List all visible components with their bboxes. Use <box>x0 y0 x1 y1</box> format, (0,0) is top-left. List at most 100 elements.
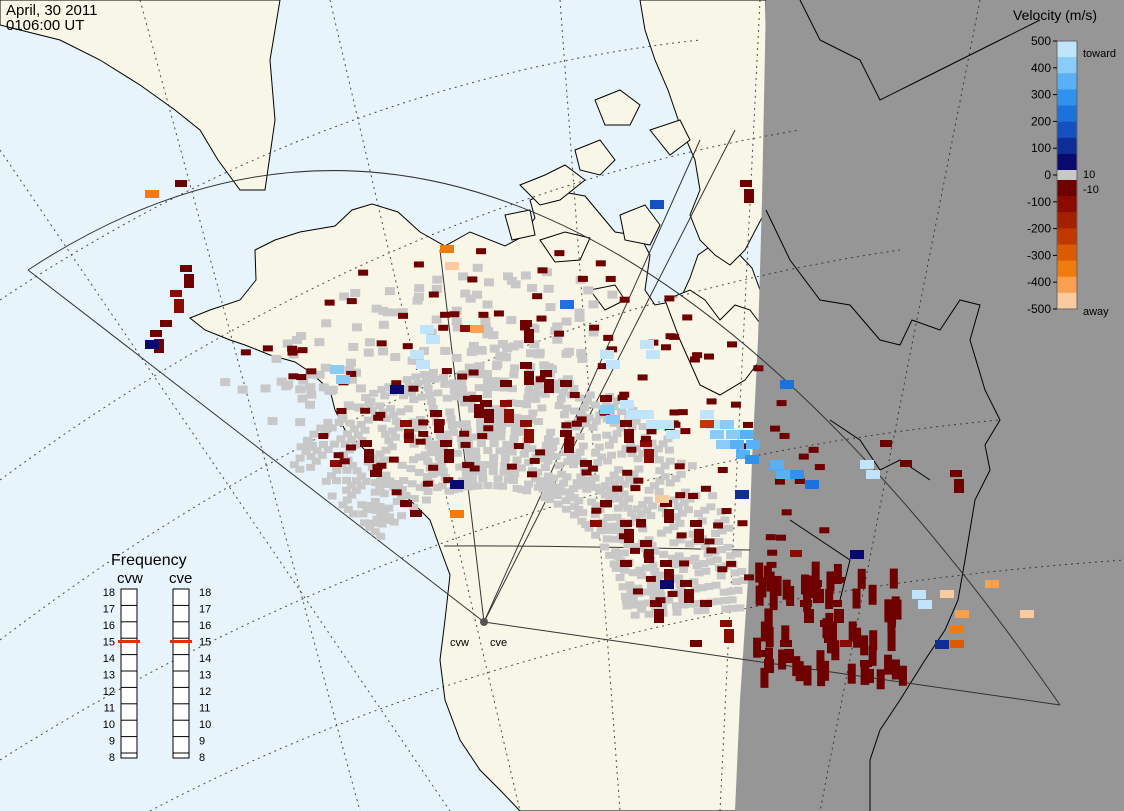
velocity-cell <box>537 455 547 463</box>
velocity-cell <box>803 591 812 612</box>
velocity-cell <box>358 269 369 276</box>
velocity-cell <box>632 588 643 595</box>
velocity-cell <box>724 629 734 643</box>
velocity-cell <box>482 330 493 339</box>
velocity-cell <box>672 608 682 616</box>
velocity-cell <box>474 370 485 379</box>
velocity-cell <box>664 446 674 454</box>
velocity-cell <box>625 581 635 589</box>
velocity-cell <box>309 430 319 438</box>
velocity-cell <box>620 420 632 427</box>
velocity-cell <box>776 470 790 479</box>
velocity-cell <box>609 471 619 479</box>
velocity-cell <box>677 509 687 517</box>
velocity-cell <box>612 430 622 438</box>
velocity-cell <box>348 461 358 469</box>
velocity-cell <box>660 580 674 589</box>
velocity-cell <box>381 446 391 454</box>
velocity-cell <box>358 510 368 518</box>
velocity-cell <box>636 600 646 608</box>
velocity-cell <box>574 497 584 505</box>
velocity-cell <box>314 338 325 347</box>
velocity-cell <box>145 340 159 349</box>
velocity-cell <box>482 384 492 392</box>
velocity-cell <box>554 402 564 410</box>
velocity-cell <box>614 495 624 503</box>
velocity-cell <box>631 514 641 522</box>
velocity-cell <box>408 385 419 392</box>
velocity-cell <box>415 483 425 491</box>
velocity-cell <box>464 448 474 456</box>
velocity-cell <box>620 566 630 574</box>
siberia-land <box>0 0 281 191</box>
velocity-cell <box>814 464 825 471</box>
velocity-cell <box>490 419 500 427</box>
velocity-cell <box>420 451 430 459</box>
velocity-cell <box>546 365 557 374</box>
velocity-cell <box>860 460 874 469</box>
velocity-cell <box>411 373 421 381</box>
night-coastlines <box>765 0 1041 811</box>
velocity-cell <box>347 435 357 443</box>
velocity-cell <box>512 456 522 464</box>
velocity-cell <box>442 430 452 438</box>
velocity-cell <box>612 513 622 521</box>
velocity-cell <box>600 482 610 490</box>
velocity-cell <box>421 496 431 504</box>
velocity-cell <box>262 345 273 352</box>
velocity-cell <box>260 384 271 393</box>
velocity-cell <box>912 590 926 599</box>
velocity-cell <box>513 442 524 449</box>
velocity-cell <box>619 549 629 557</box>
velocity-cell <box>766 561 777 568</box>
velocity-cell <box>467 468 477 476</box>
velocity-cell <box>613 552 623 560</box>
velocity-cell <box>600 491 610 499</box>
velocity-cell <box>461 420 471 428</box>
velocity-cell <box>476 248 487 255</box>
velocity-cell <box>356 420 366 428</box>
velocity-cell <box>351 477 361 485</box>
velocity-cell <box>488 468 498 476</box>
velocity-color-toward <box>1057 121 1077 139</box>
velocity-cell <box>826 571 835 592</box>
velocity-cell <box>646 350 660 359</box>
velocity-cell <box>773 575 782 596</box>
velocity-cell <box>467 475 477 483</box>
velocity-cell <box>622 602 632 610</box>
velocity-cell <box>690 585 700 593</box>
velocity-cell <box>477 461 487 469</box>
velocity-cell <box>450 510 464 518</box>
velocity-cell <box>699 560 709 568</box>
velocity-cell <box>336 375 350 384</box>
velocity-cell <box>620 400 634 409</box>
velocity-cell <box>667 590 678 597</box>
velocity-cell <box>833 563 842 584</box>
velocity-cell <box>677 587 687 595</box>
arctic-island-8 <box>649 119 691 156</box>
velocity-cell <box>625 439 635 447</box>
velocity-color-toward <box>1057 153 1077 171</box>
velocity-cell <box>443 477 454 484</box>
velocity-cell <box>410 510 422 517</box>
velocity-cell <box>624 475 634 483</box>
velocity-cell <box>633 455 643 463</box>
velocity-cell <box>426 335 440 344</box>
velocity-cell <box>714 537 724 545</box>
velocity-cell <box>536 315 547 322</box>
velocity-cell <box>407 356 418 365</box>
velocity-legend: Velocity (m/s) 500 400 300 200 100 0 -100 -200 -… <box>1013 7 1116 318</box>
frequency-tick-label: 8 <box>199 752 205 764</box>
velocity-cell <box>721 605 731 613</box>
velocity-cell <box>649 592 659 600</box>
velocity-cell <box>985 580 999 588</box>
velocity-cell <box>457 378 467 386</box>
velocity-cell <box>617 450 627 458</box>
velocity-cell <box>644 486 654 494</box>
velocity-cell <box>376 475 386 483</box>
velocity-cell <box>488 331 499 340</box>
velocity-cell <box>811 561 820 582</box>
velocity-cell <box>295 454 305 462</box>
velocity-cell <box>482 377 492 385</box>
velocity-cell <box>520 324 531 331</box>
